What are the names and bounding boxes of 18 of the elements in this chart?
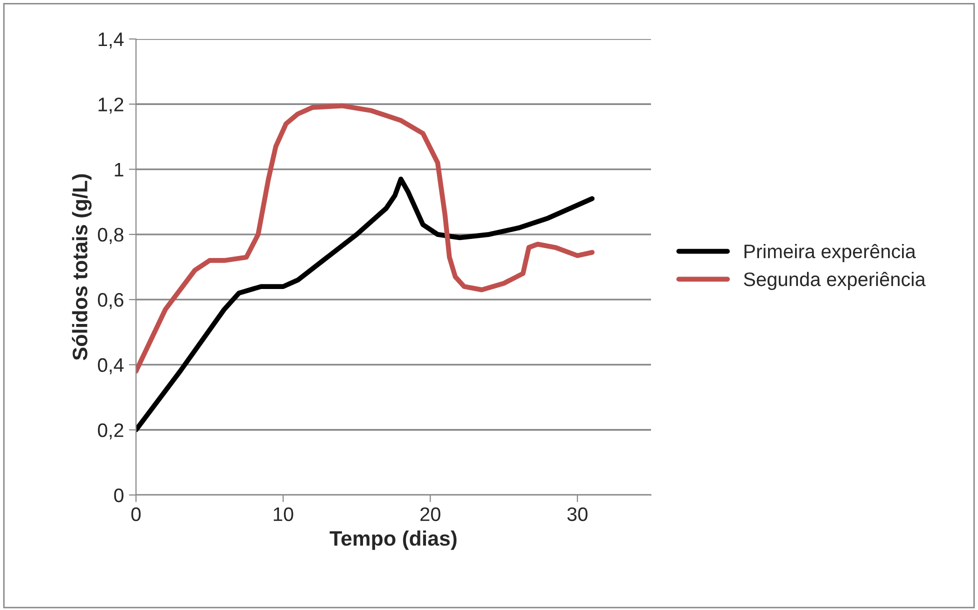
y-axis-title: Sólidos totais (g/L) xyxy=(72,174,92,360)
y-tick-label: 0,8 xyxy=(98,228,124,244)
x-axis-title: Tempo (dias) xyxy=(330,530,457,550)
x-tick-label: 10 xyxy=(274,507,294,522)
y-tick-label: 0 xyxy=(114,488,124,502)
y-tick-label: 1,4 xyxy=(98,32,124,49)
line-series xyxy=(136,103,595,374)
x-tick-label: 30 xyxy=(567,507,588,522)
y-tick-label: 1,2 xyxy=(98,98,124,114)
x-tick-label: 20 xyxy=(420,507,440,522)
y-tick-label: 0,6 xyxy=(98,293,124,310)
y-tick-label: 0,4 xyxy=(98,358,124,374)
y-tick-label: 0,2 xyxy=(98,423,124,440)
y-tick-label: 1 xyxy=(114,162,124,176)
legend-label: Segunda experiência xyxy=(744,272,926,290)
legend-label: Primeira experência xyxy=(744,244,916,262)
line-series xyxy=(136,176,595,432)
x-tick-label: 0 xyxy=(131,507,141,522)
